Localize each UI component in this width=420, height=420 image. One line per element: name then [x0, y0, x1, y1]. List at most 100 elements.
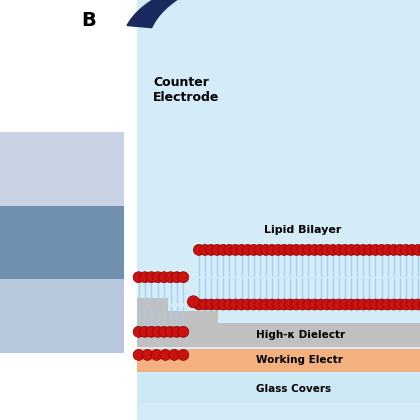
Circle shape: [340, 244, 351, 255]
Circle shape: [171, 272, 182, 283]
Circle shape: [260, 244, 271, 255]
Circle shape: [303, 244, 314, 255]
Circle shape: [273, 244, 284, 255]
Circle shape: [394, 299, 405, 310]
Circle shape: [291, 299, 302, 310]
Circle shape: [212, 244, 223, 255]
Circle shape: [224, 244, 235, 255]
Text: Glass Covers: Glass Covers: [256, 383, 331, 394]
Text: High-κ Dielectr: High-κ Dielectr: [256, 330, 345, 340]
Bar: [136, 311, 218, 346]
Circle shape: [169, 349, 180, 360]
Bar: [0, 279, 124, 353]
Circle shape: [193, 244, 205, 255]
Circle shape: [236, 244, 247, 255]
Circle shape: [364, 244, 375, 255]
Circle shape: [407, 299, 417, 310]
Text: Counter
Electrode: Counter Electrode: [153, 76, 220, 104]
Circle shape: [230, 299, 241, 310]
Circle shape: [352, 299, 363, 310]
Circle shape: [146, 326, 157, 337]
Circle shape: [248, 244, 259, 255]
Bar: [136, 374, 420, 403]
Circle shape: [321, 244, 332, 255]
Circle shape: [242, 244, 253, 255]
Circle shape: [267, 299, 277, 310]
Circle shape: [171, 326, 182, 337]
Bar: [136, 298, 168, 346]
Circle shape: [321, 299, 332, 310]
Circle shape: [273, 299, 284, 310]
Circle shape: [364, 299, 375, 310]
Circle shape: [401, 244, 412, 255]
Bar: [136, 0, 420, 420]
Circle shape: [193, 299, 205, 310]
Circle shape: [376, 244, 387, 255]
Circle shape: [139, 326, 150, 337]
Circle shape: [142, 349, 153, 360]
Circle shape: [315, 244, 326, 255]
Circle shape: [297, 244, 308, 255]
Circle shape: [279, 244, 290, 255]
Bar: [136, 323, 420, 346]
Circle shape: [206, 244, 217, 255]
Circle shape: [394, 244, 405, 255]
Circle shape: [146, 272, 157, 283]
Circle shape: [230, 244, 241, 255]
Circle shape: [407, 244, 417, 255]
Circle shape: [224, 299, 235, 310]
Circle shape: [206, 299, 217, 310]
Circle shape: [260, 299, 271, 310]
Circle shape: [133, 272, 144, 283]
Circle shape: [303, 299, 314, 310]
Circle shape: [200, 244, 210, 255]
Circle shape: [160, 349, 171, 360]
Circle shape: [159, 272, 170, 283]
Circle shape: [419, 299, 420, 310]
Circle shape: [248, 299, 259, 310]
Circle shape: [413, 244, 420, 255]
Circle shape: [382, 244, 393, 255]
Circle shape: [401, 299, 412, 310]
Circle shape: [159, 326, 170, 337]
Circle shape: [352, 244, 363, 255]
Circle shape: [376, 299, 387, 310]
Circle shape: [370, 299, 381, 310]
Circle shape: [218, 244, 229, 255]
Circle shape: [419, 244, 420, 255]
Text: Working Electr: Working Electr: [256, 355, 342, 365]
Circle shape: [297, 299, 308, 310]
Circle shape: [370, 244, 381, 255]
Circle shape: [328, 244, 339, 255]
Bar: [0, 132, 124, 206]
Circle shape: [309, 299, 320, 310]
Circle shape: [133, 326, 144, 337]
Circle shape: [333, 244, 344, 255]
Circle shape: [358, 299, 369, 310]
Circle shape: [267, 244, 277, 255]
Circle shape: [382, 299, 393, 310]
Circle shape: [178, 349, 189, 360]
Polygon shape: [127, 0, 420, 28]
Circle shape: [133, 349, 144, 360]
Circle shape: [388, 244, 399, 255]
Circle shape: [413, 299, 420, 310]
Circle shape: [285, 244, 296, 255]
Circle shape: [200, 299, 210, 310]
Circle shape: [236, 299, 247, 310]
Circle shape: [255, 244, 265, 255]
Circle shape: [152, 326, 163, 337]
Circle shape: [165, 326, 176, 337]
Circle shape: [291, 244, 302, 255]
Circle shape: [279, 299, 290, 310]
Circle shape: [218, 299, 229, 310]
Circle shape: [152, 272, 163, 283]
Circle shape: [139, 272, 150, 283]
Circle shape: [309, 244, 320, 255]
Circle shape: [388, 299, 399, 310]
Circle shape: [346, 299, 357, 310]
Bar: [136, 349, 420, 372]
Circle shape: [242, 299, 253, 310]
Bar: [0, 206, 124, 279]
Circle shape: [165, 272, 176, 283]
